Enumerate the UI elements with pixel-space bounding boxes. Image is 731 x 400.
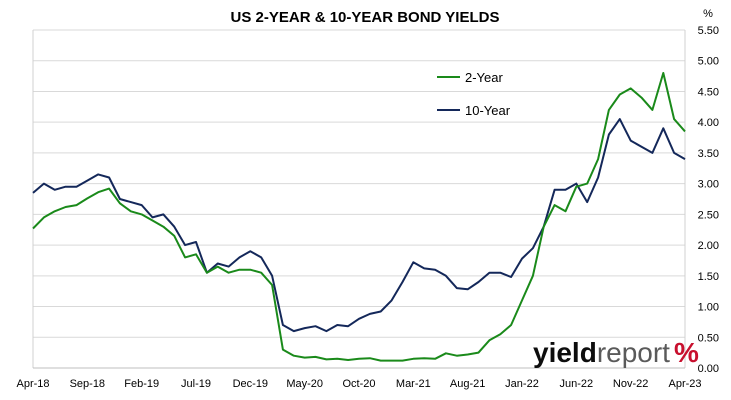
chart-legend: 2-Year 10-Year <box>437 70 511 118</box>
y-tick-label: 2.50 <box>698 209 719 221</box>
y-tick-label: 3.50 <box>698 148 719 160</box>
x-tick-label: Feb-19 <box>124 378 159 390</box>
svg-text:yieldreport%: yieldreport% <box>533 337 699 368</box>
x-tick-label: May-20 <box>286 378 323 390</box>
x-tick-label: Oct-20 <box>342 378 375 390</box>
x-tick-label: Mar-21 <box>396 378 431 390</box>
y-tick-label: 3.00 <box>698 179 719 191</box>
y-tick-label: 5.00 <box>698 56 719 68</box>
y-tick-label: 5.50 <box>698 25 719 37</box>
logo-percent-sign: % <box>674 337 699 368</box>
x-tick-label: Dec-19 <box>233 378 268 390</box>
legend-label: 10-Year <box>465 103 511 118</box>
y-tick-label: 0.50 <box>698 332 719 344</box>
x-tick-label: Nov-22 <box>613 378 648 390</box>
series-lines <box>32 72 686 362</box>
y-tick-label: 4.00 <box>698 117 719 129</box>
y-tick-label: 2.00 <box>698 240 719 252</box>
y-tick-label: 1.50 <box>698 271 719 283</box>
chart-grid <box>33 29 685 338</box>
x-tick-label: Jul-19 <box>181 378 211 390</box>
yieldreport-logo: yieldreport% <box>533 337 699 368</box>
y-tick-label: 1.00 <box>698 302 719 314</box>
logo-yield-word: yield <box>533 337 597 368</box>
series-line-10-year <box>32 118 686 333</box>
x-tick-label: Apr-18 <box>16 378 49 390</box>
x-tick-label: Aug-21 <box>450 378 485 390</box>
y-axis-tick-labels: 0.00 0.50 1.00 1.50 2.00 2.50 3.00 3.50 4.00 4.50… <box>698 25 719 375</box>
x-tick-label: Apr-23 <box>668 378 701 390</box>
y-tick-label: 4.50 <box>698 86 719 98</box>
x-tick-label: Sep-18 <box>70 378 105 390</box>
y-axis-unit: % <box>703 8 713 20</box>
x-tick-label: Jan-22 <box>505 378 539 390</box>
legend-label: 2-Year <box>465 70 503 85</box>
chart-title: US 2-YEAR & 10-YEAR BOND YIELDS <box>231 9 500 26</box>
series-line-2-year <box>32 72 686 362</box>
y-tick-label: 0.00 <box>698 363 719 375</box>
x-axis-tick-labels: Apr-18 Sep-18 Feb-19 Jul-19 Dec-19 May-20 Oct-… <box>16 378 701 390</box>
logo-report-word: report <box>597 337 670 368</box>
x-tick-label: Jun-22 <box>560 378 594 390</box>
